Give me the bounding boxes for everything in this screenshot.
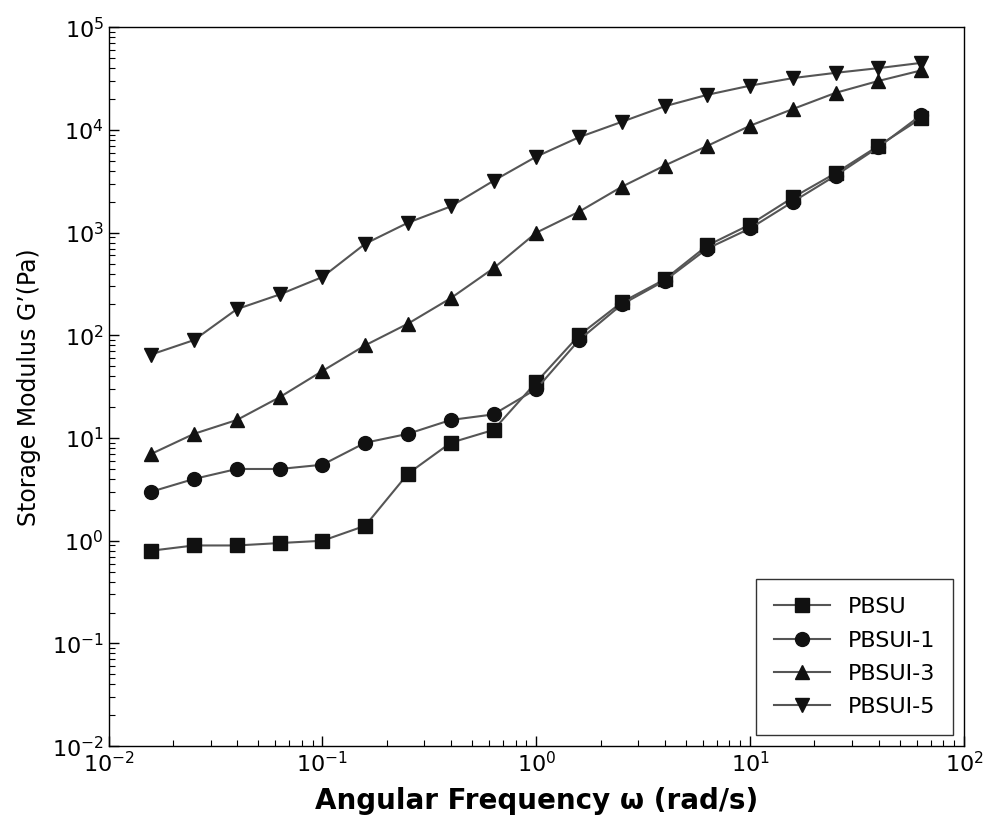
PBSU (744, 220, 756, 230)
PBSU (316, 536, 328, 546)
PBSUI-1 (188, 474, 200, 484)
PBSUI-1 (316, 460, 328, 470)
PBSUI-5 (830, 68, 842, 78)
PBSU (488, 425, 500, 435)
PBSU (188, 541, 200, 551)
PBSUI-1 (530, 384, 542, 394)
Line: PBSUI-3: PBSUI-3 (144, 63, 928, 461)
PBSUI-5 (188, 335, 200, 345)
Line: PBSUI-5: PBSUI-5 (144, 56, 928, 362)
PBSUI-1 (145, 487, 157, 497)
PBSU (701, 240, 713, 250)
PBSUI-1 (231, 464, 243, 474)
PBSUI-5 (744, 81, 756, 91)
PBSU (915, 113, 927, 123)
PBSU (787, 192, 799, 202)
PBSUI-1 (445, 415, 457, 425)
PBSUI-3 (231, 415, 243, 425)
PBSUI-3 (402, 319, 414, 329)
PBSU (530, 377, 542, 387)
PBSUI-3 (316, 366, 328, 376)
PBSU (402, 468, 414, 478)
PBSUI-1 (744, 224, 756, 234)
PBSUI-5 (530, 151, 542, 161)
PBSUI-3 (188, 428, 200, 438)
PBSU (145, 546, 157, 556)
PBSUI-5 (872, 63, 884, 73)
PBSUI-5 (359, 239, 371, 249)
Legend: PBSU, PBSUI-1, PBSUI-3, PBSUI-5: PBSU, PBSUI-1, PBSUI-3, PBSUI-5 (756, 580, 953, 735)
PBSUI-3 (915, 66, 927, 76)
PBSU (445, 438, 457, 448)
PBSUI-3 (830, 88, 842, 98)
PBSUI-5 (787, 73, 799, 83)
PBSU (872, 141, 884, 151)
PBSUI-3 (274, 392, 286, 402)
PBSUI-3 (701, 141, 713, 151)
PBSUI-3 (573, 206, 585, 216)
Line: PBSUI-1: PBSUI-1 (144, 108, 928, 498)
PBSUI-1 (402, 428, 414, 438)
PBSUI-5 (573, 132, 585, 142)
PBSUI-5 (616, 116, 628, 126)
PBSUI-5 (145, 349, 157, 359)
PBSUI-1 (488, 409, 500, 419)
PBSU (830, 168, 842, 178)
PBSUI-5 (316, 272, 328, 282)
PBSUI-5 (488, 176, 500, 186)
Y-axis label: Storage Modulus G’(Pa): Storage Modulus G’(Pa) (17, 248, 41, 526)
PBSUI-3 (488, 263, 500, 273)
PBSUI-1 (359, 438, 371, 448)
PBSUI-1 (701, 244, 713, 254)
PBSUI-1 (872, 142, 884, 152)
PBSUI-1 (787, 196, 799, 206)
PBSUI-3 (787, 104, 799, 114)
PBSU (359, 521, 371, 531)
PBSUI-1 (573, 335, 585, 345)
PBSU (659, 275, 671, 285)
PBSUI-3 (145, 449, 157, 459)
PBSUI-1 (915, 110, 927, 120)
PBSU (274, 538, 286, 548)
PBSUI-3 (359, 340, 371, 350)
PBSUI-1 (274, 464, 286, 474)
PBSUI-1 (830, 171, 842, 181)
PBSUI-3 (659, 161, 671, 171)
PBSUI-5 (659, 102, 671, 111)
PBSUI-5 (701, 90, 713, 100)
PBSUI-3 (872, 76, 884, 86)
PBSU (573, 330, 585, 340)
PBSUI-3 (445, 293, 457, 303)
Line: PBSU: PBSU (144, 111, 928, 557)
PBSUI-5 (231, 305, 243, 314)
PBSU (231, 541, 243, 551)
PBSU (616, 297, 628, 307)
PBSUI-1 (659, 275, 671, 285)
PBSUI-5 (274, 290, 286, 300)
PBSUI-3 (616, 181, 628, 191)
PBSUI-3 (530, 228, 542, 238)
PBSUI-5 (915, 58, 927, 68)
PBSUI-5 (445, 201, 457, 211)
PBSUI-1 (616, 300, 628, 310)
PBSUI-3 (744, 121, 756, 131)
X-axis label: Angular Frequency ω (rad/s): Angular Frequency ω (rad/s) (315, 787, 758, 815)
PBSUI-5 (402, 218, 414, 228)
